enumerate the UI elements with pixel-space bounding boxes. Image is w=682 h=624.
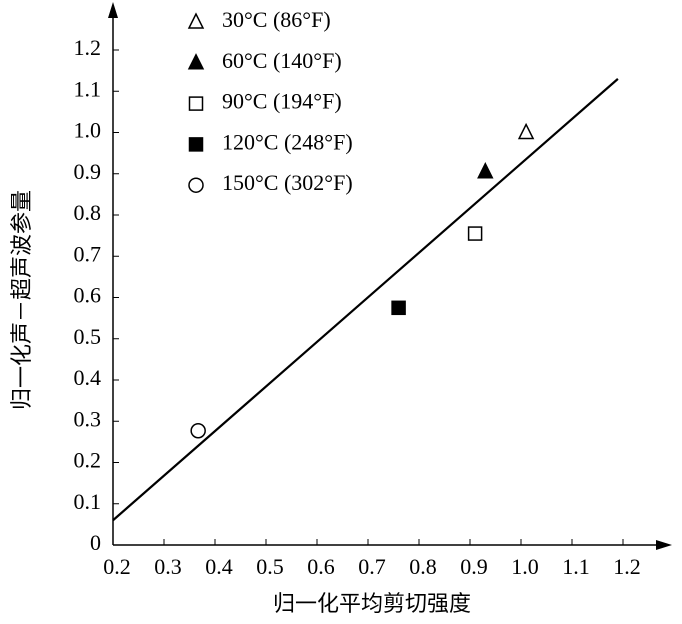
data-point	[190, 422, 206, 439]
y-axis-arrow	[108, 2, 118, 18]
data-point	[467, 226, 483, 241]
data-point	[391, 300, 406, 316]
y-tick-label: 0.1	[74, 489, 102, 514]
x-tick-label: 0.9	[460, 554, 488, 579]
x-tick-label: 0.6	[307, 554, 335, 579]
y-tick-label: 0.4	[74, 365, 102, 390]
y-tick-label: 0.3	[74, 406, 102, 431]
y-tick-label: 1.2	[74, 35, 102, 60]
fit-line	[112, 78, 619, 522]
x-tick-label: 1.1	[562, 554, 590, 579]
x-tick-label: 0.2	[103, 554, 131, 579]
legend-marker	[188, 96, 204, 111]
y-tick-label: 0.9	[74, 159, 102, 184]
legend-marker	[188, 137, 204, 152]
legend-label: 90°C (194°F)	[222, 89, 342, 114]
y-axis-label: 归一化声－超声波参量	[9, 190, 34, 410]
y-tick-label: 0.8	[74, 200, 102, 225]
x-tick-label: 0.4	[205, 554, 233, 579]
y-tick-label: 0.2	[74, 448, 102, 473]
legend-marker	[187, 53, 205, 70]
legend-label: 60°C (140°F)	[222, 48, 342, 73]
x-tick-label: 0.7	[358, 554, 386, 579]
x-axis-arrow	[656, 540, 672, 550]
x-tick-label: 1.0	[511, 554, 539, 579]
data-point	[517, 122, 535, 140]
x-tick-label: 0.3	[154, 554, 182, 579]
x-tick-label: 0.5	[256, 554, 284, 579]
legend-label: 120°C (248°F)	[222, 129, 353, 154]
y-tick-label: 0.6	[74, 283, 102, 308]
data-point	[477, 162, 494, 179]
legend-label: 30°C (86°F)	[222, 7, 331, 32]
y-tick-label: 1.0	[74, 118, 102, 143]
legend-marker	[187, 12, 205, 29]
x-tick-label: 1.2	[613, 554, 641, 579]
y-tick-label: 0	[90, 530, 101, 555]
legend-marker	[188, 177, 204, 193]
legend-label: 150°C (302°F)	[222, 170, 353, 195]
x-tick-label: 0.8	[409, 554, 437, 579]
y-tick-label: 0.5	[74, 324, 102, 349]
y-tick-label: 0.7	[74, 241, 102, 266]
x-axis-label: 归一化平均剪切强度	[273, 591, 471, 616]
y-tick-label: 1.1	[74, 76, 102, 101]
